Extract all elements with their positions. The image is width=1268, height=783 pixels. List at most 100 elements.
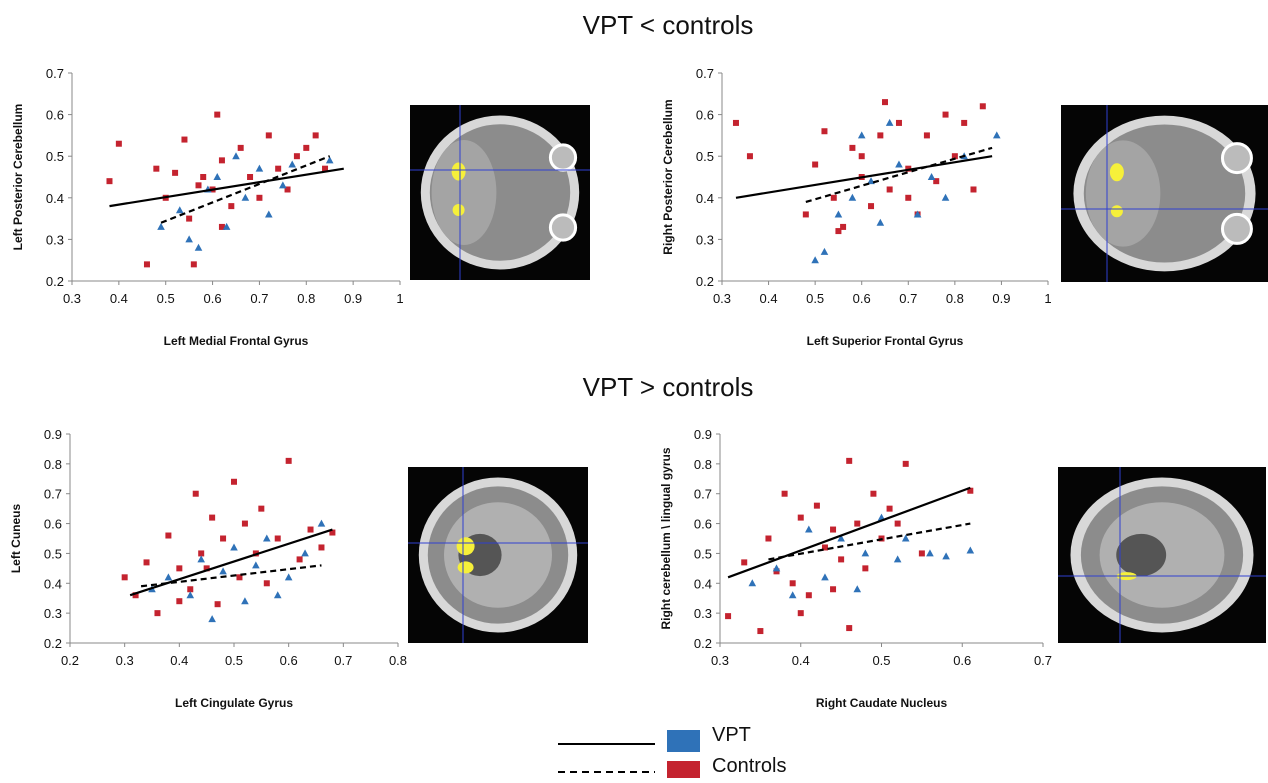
vpt-point: [993, 131, 1001, 138]
eye: [550, 145, 575, 170]
control-point: [887, 506, 893, 512]
control-point: [264, 580, 270, 586]
control-point: [294, 153, 300, 159]
vpt-point: [232, 152, 240, 159]
x-tick-label: 0.6: [204, 291, 222, 306]
section-heading: VPT < controls: [583, 10, 754, 40]
control-point: [765, 536, 771, 542]
vpt-point: [773, 564, 781, 571]
vpt-point: [894, 555, 902, 562]
control-point: [846, 458, 852, 464]
fit-line: [161, 156, 330, 223]
vpt-point: [301, 549, 309, 556]
vpt-point: [157, 223, 165, 230]
legend-label: VPT: [712, 724, 751, 746]
vpt-point: [928, 173, 936, 180]
control-point: [247, 174, 253, 180]
vpt-point: [942, 194, 950, 201]
control-point: [868, 203, 874, 209]
control-point: [798, 610, 804, 616]
control-point: [193, 491, 199, 497]
vpt-point: [849, 194, 857, 201]
control-point: [122, 574, 128, 580]
control-point: [846, 625, 852, 631]
vpt-point: [926, 549, 934, 556]
y-tick-label: 0.2: [44, 636, 62, 651]
control-point: [228, 203, 234, 209]
y-tick-label: 0.4: [44, 576, 62, 591]
tissue: [1086, 140, 1161, 246]
eye: [1222, 214, 1251, 243]
x-tick-label: 0.5: [806, 291, 824, 306]
vpt-point: [285, 573, 293, 580]
brain-image: [410, 105, 590, 280]
fit-line: [736, 156, 992, 198]
control-point: [741, 559, 747, 565]
y-tick-label: 0.6: [44, 517, 62, 532]
y-tick-label: 0.7: [696, 66, 714, 81]
control-point: [854, 521, 860, 527]
vpt-point: [805, 526, 813, 533]
y-tick-label: 0.3: [696, 232, 714, 247]
y-tick-label: 0.5: [696, 149, 714, 164]
y-tick-label: 0.6: [694, 517, 712, 532]
x-tick-label: 0.8: [297, 291, 315, 306]
control-point: [181, 137, 187, 143]
y-tick-label: 0.3: [44, 606, 62, 621]
control-point: [200, 174, 206, 180]
x-tick-label: 0.6: [953, 653, 971, 668]
fit-line: [768, 524, 970, 560]
control-point: [812, 162, 818, 168]
legend-swatch: [667, 730, 700, 752]
y-tick-label: 0.9: [44, 427, 62, 442]
vpt-point: [821, 573, 829, 580]
control-point: [896, 120, 902, 126]
control-point: [849, 145, 855, 151]
vpt-point: [274, 591, 282, 598]
x-tick-label: 0.8: [389, 653, 407, 668]
x-axis-label: Left Superior Frontal Gyrus: [807, 334, 964, 348]
vpt-point: [213, 173, 221, 180]
activation: [1111, 205, 1123, 217]
brain-image: [1058, 467, 1266, 643]
figure: VPT < controls VPT > controls 0.20.30.40…: [0, 0, 1268, 778]
control-point: [196, 182, 202, 188]
y-tick-label: 0.8: [44, 457, 62, 472]
vpt-point: [195, 244, 203, 251]
y-tick-label: 0.2: [696, 274, 714, 289]
activation: [1110, 163, 1124, 181]
y-tick-label: 0.4: [696, 191, 714, 206]
vpt-point: [256, 165, 264, 172]
vpt-point: [967, 546, 975, 553]
vpt-point: [288, 161, 296, 168]
control-point: [838, 556, 844, 562]
control-point: [835, 228, 841, 234]
control-point: [220, 536, 226, 542]
control-point: [870, 491, 876, 497]
y-tick-label: 0.5: [694, 546, 712, 561]
control-point: [258, 506, 264, 512]
y-tick-label: 0.9: [694, 427, 712, 442]
y-tick-label: 0.3: [694, 606, 712, 621]
y-tick-label: 0.6: [696, 108, 714, 123]
x-tick-label: 0.9: [992, 291, 1010, 306]
control-point: [961, 120, 967, 126]
x-tick-label: 0.6: [853, 291, 871, 306]
vpt-point: [877, 219, 885, 226]
control-point: [116, 141, 122, 147]
vpt-point: [230, 543, 238, 550]
control-point: [757, 628, 763, 634]
control-point: [970, 186, 976, 192]
vpt-point: [326, 156, 334, 163]
control-point: [887, 186, 893, 192]
x-tick-label: 0.4: [760, 291, 778, 306]
x-tick-label: 0.2: [61, 653, 79, 668]
x-tick-label: 0.5: [872, 653, 890, 668]
eye: [550, 215, 575, 240]
activation: [458, 561, 474, 573]
vpt-point: [835, 210, 843, 217]
vpt-point: [821, 248, 829, 255]
control-point: [308, 527, 314, 533]
control-point: [266, 132, 272, 138]
tissue: [432, 140, 497, 245]
